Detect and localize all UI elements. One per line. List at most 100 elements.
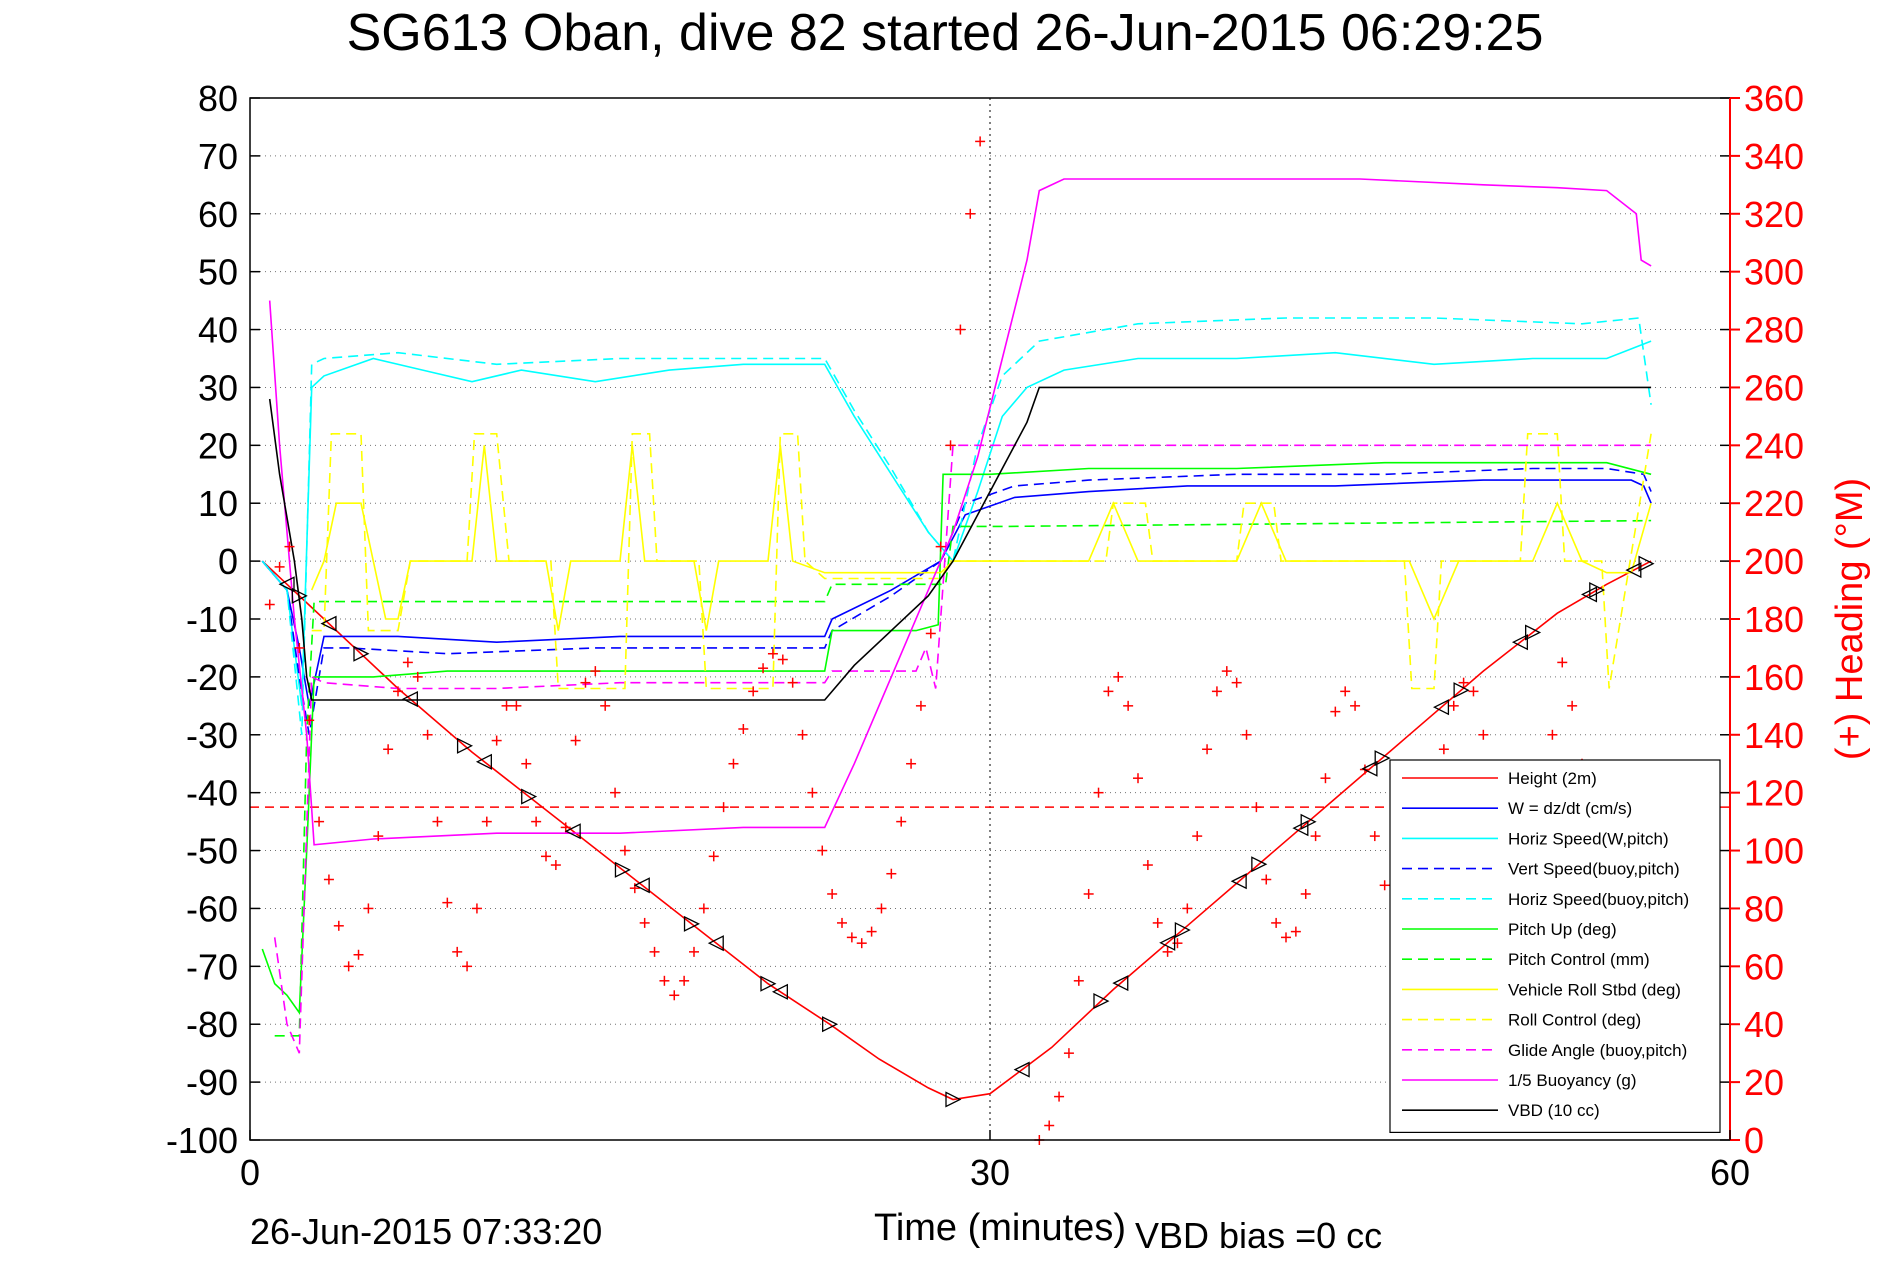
legend-label-w-dz-dt-cm-s: W = dz/dt (cm/s): [1508, 799, 1632, 818]
y-tick-label-left: -30: [186, 715, 238, 756]
height-triangle-marker: [1361, 760, 1378, 777]
height-triangle-marker: [1511, 634, 1528, 651]
height-triangle-marker: [401, 691, 418, 708]
heading-point: [1152, 917, 1163, 928]
heading-point: [1182, 903, 1193, 914]
heading-point: [412, 671, 423, 682]
heading-point: [787, 677, 798, 688]
height-triangle-marker: [1453, 682, 1470, 699]
y-tick-label-left: 40: [198, 310, 238, 351]
heading-point: [669, 990, 680, 1001]
x-axis-label: Time (minutes): [874, 1207, 1126, 1249]
y-tick-label-right: 40: [1744, 1004, 1784, 1045]
legend-label-vehicle-roll-stbd-deg: Vehicle Roll Stbd (deg): [1508, 980, 1681, 999]
heading-point: [1251, 802, 1262, 813]
height-triangle-marker: [456, 737, 474, 754]
heading-point: [619, 845, 630, 856]
heading-point: [314, 816, 325, 827]
heading-point: [1044, 1120, 1055, 1131]
y-tick-label-left: -20: [186, 657, 238, 698]
heading-point: [1458, 677, 1469, 688]
heading-point: [1241, 729, 1252, 740]
heading-point: [797, 729, 808, 740]
heading-point: [383, 744, 394, 755]
heading-point: [925, 628, 936, 639]
heading-point: [708, 851, 719, 862]
height-triangle-marker: [1093, 993, 1110, 1010]
legend-label-roll-control-deg: Roll Control (deg): [1508, 1011, 1641, 1030]
series-roll-control-deg: [311, 432, 1652, 690]
legend-label-vbd-10-cc: VBD (10 cc): [1508, 1101, 1600, 1120]
height-triangle-marker: [614, 861, 631, 878]
y-tick-label-left: -90: [186, 1062, 238, 1103]
height-triangle-marker: [1251, 856, 1268, 873]
series-pitch-control-mm: [274, 519, 1652, 1037]
x-tick-label: 60: [1710, 1152, 1750, 1193]
height-triangle-marker: [760, 975, 777, 992]
heading-point: [679, 975, 690, 986]
heading-point: [393, 686, 403, 697]
legend: Height (2m) W = dz/dt (cm/s) Horiz Speed(W…: [1389, 759, 1721, 1133]
x-tick-label: 30: [970, 1152, 1010, 1193]
y-tick-label-right: 220: [1744, 483, 1804, 524]
legend-box: [1389, 759, 1721, 1133]
heading-point: [462, 961, 473, 972]
heading-point: [294, 642, 305, 653]
y-tick-label-right: 340: [1744, 136, 1804, 177]
series-glide-angle-buoy-pitch: [273, 444, 1652, 1054]
y-tick-label-left: 30: [198, 367, 238, 408]
heading-point: [827, 888, 838, 899]
heading-point: [906, 758, 917, 769]
heading-point: [1133, 773, 1143, 784]
heading-point: [1142, 860, 1153, 871]
chart-title: SG613 Oban, dive 82 started 26-Jun-2015 …: [347, 4, 1544, 62]
heading-point: [1192, 831, 1203, 842]
height-triangle-marker: [475, 753, 492, 770]
heading-point: [965, 208, 976, 219]
heading-point: [274, 561, 285, 572]
height-triangle-marker: [633, 877, 650, 894]
height-triangle-marker: [707, 935, 724, 952]
heading-point: [777, 654, 788, 665]
y-tick-label-right: 100: [1744, 831, 1804, 872]
y-tick-label-right: 160: [1744, 657, 1804, 698]
heading-point: [531, 816, 542, 827]
y-tick-label-right: 0: [1744, 1120, 1764, 1161]
y-tick-label-left: -50: [186, 831, 238, 872]
heading-point: [580, 677, 591, 688]
y-tick-label-left: 80: [198, 78, 238, 119]
heading-point: [837, 917, 847, 928]
series-pitch-up-deg: [261, 461, 1652, 1015]
legend-label-horiz-speed-w-pitch: Horiz Speed(W,pitch): [1508, 829, 1669, 848]
heading-point: [1557, 657, 1568, 668]
y-tick-label-left: -80: [186, 1004, 238, 1045]
y-tick-label-left: 50: [198, 252, 238, 293]
heading-point: [501, 700, 512, 711]
heading-point: [718, 802, 729, 813]
heading-point: [353, 949, 364, 960]
height-triangle-marker: [1174, 922, 1191, 939]
height-triangle-marker: [1589, 582, 1606, 599]
heading-point: [1330, 706, 1341, 717]
heading-point: [570, 735, 581, 746]
heading-point: [1083, 888, 1094, 899]
height-triangle-marker: [521, 788, 538, 805]
heading-point: [689, 946, 699, 957]
heading-point: [1271, 917, 1282, 928]
heading-point: [1438, 744, 1449, 755]
heading-point: [1567, 700, 1578, 711]
y-tick-label-left: -10: [186, 599, 238, 640]
heading-point: [915, 700, 926, 711]
heading-point: [1202, 744, 1213, 755]
heading-point: [698, 903, 709, 914]
heading-point: [1468, 686, 1479, 697]
heading-point: [1290, 926, 1301, 937]
legend-label-pitch-up-deg: Pitch Up (deg): [1508, 920, 1617, 939]
heading-point: [856, 938, 867, 949]
heading-point: [975, 136, 986, 147]
height-triangle-marker: [771, 983, 788, 1000]
y-tick-label-right: 320: [1744, 194, 1804, 235]
heading-point: [649, 946, 660, 957]
y-tick-label-left: 70: [198, 136, 238, 177]
heading-point: [1448, 700, 1459, 711]
